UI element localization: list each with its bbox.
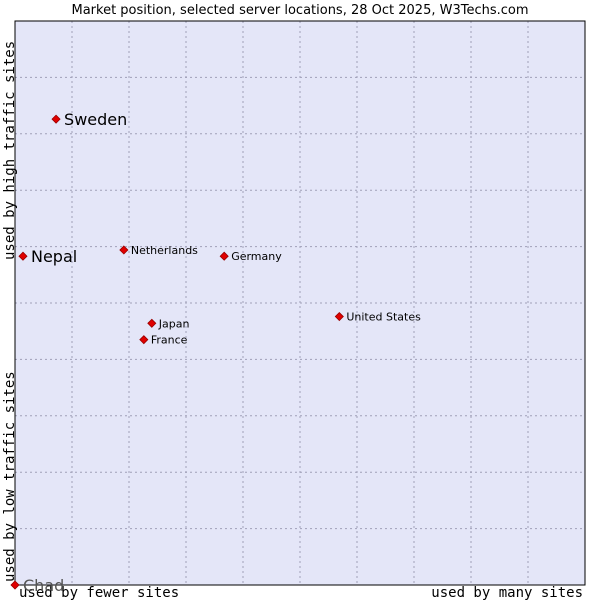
point-label-chad: Chad (23, 576, 64, 595)
chart-title: Market position, selected server locatio… (71, 3, 528, 18)
y-axis-label-high-traffic: used by high traffic sites (2, 41, 18, 260)
data-point-sweden[interactable]: Sweden (51, 110, 127, 129)
point-marker-japan[interactable] (147, 318, 157, 328)
point-marker-chad[interactable] (10, 580, 20, 590)
data-point-netherlands[interactable]: Netherlands (119, 244, 198, 257)
data-point-nepal[interactable]: Nepal (18, 247, 77, 266)
point-label-nepal: Nepal (31, 247, 77, 266)
point-label-japan: Japan (158, 317, 190, 330)
point-marker-netherlands[interactable] (119, 245, 129, 255)
data-point-united-states[interactable]: United States (334, 311, 421, 324)
data-points: Sweden Nepal Netherlands Germany United Stat… (10, 110, 421, 595)
y-axis-label-low-traffic: used by low traffic sites (2, 371, 18, 582)
point-label-germany: Germany (231, 250, 282, 263)
point-label-sweden: Sweden (64, 110, 127, 129)
point-label-netherlands: Netherlands (131, 244, 198, 257)
point-label-france: France (151, 334, 188, 347)
data-point-germany[interactable]: Germany (219, 250, 282, 263)
point-marker-germany[interactable] (219, 251, 229, 261)
data-point-chad[interactable]: Chad (10, 576, 64, 595)
point-marker-united-states[interactable] (334, 311, 344, 322)
grid-lines (15, 21, 585, 585)
point-label-united-states: United States (346, 311, 421, 324)
x-axis-label-fewer-sites: used by fewer sites (19, 585, 179, 600)
point-marker-sweden[interactable] (51, 114, 61, 124)
x-axis-label-many-sites: used by many sites (431, 585, 583, 600)
point-marker-nepal[interactable] (18, 251, 28, 261)
plot-frame (14, 20, 586, 586)
data-point-france[interactable]: France (139, 334, 188, 347)
data-point-japan[interactable]: Japan (147, 317, 190, 330)
point-marker-france[interactable] (139, 335, 149, 345)
